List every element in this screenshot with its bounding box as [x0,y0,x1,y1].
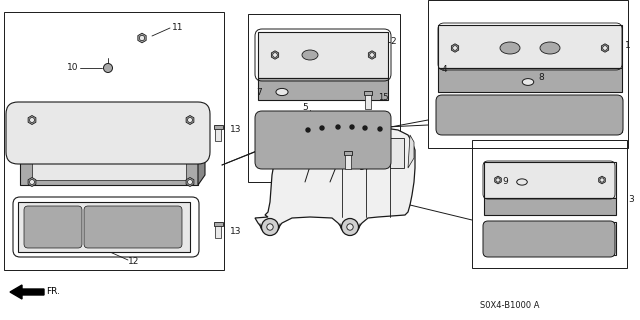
Polygon shape [32,152,186,180]
Ellipse shape [140,36,145,41]
Polygon shape [365,95,371,109]
FancyBboxPatch shape [483,221,615,257]
Circle shape [350,125,354,129]
Circle shape [306,128,310,132]
Bar [364,91,372,95]
Text: FR.: FR. [46,287,60,297]
FancyBboxPatch shape [436,95,623,135]
Polygon shape [198,112,205,185]
Polygon shape [271,51,278,59]
Bar [428,0,628,148]
Bar [472,140,627,268]
Polygon shape [408,135,414,168]
Polygon shape [495,176,501,184]
Text: 4: 4 [442,66,447,75]
Polygon shape [484,222,616,255]
Polygon shape [258,78,388,100]
Text: 3: 3 [628,196,634,204]
Circle shape [336,125,340,129]
Text: 13: 13 [230,125,241,134]
Ellipse shape [188,180,193,184]
Polygon shape [258,32,388,78]
Polygon shape [451,44,459,52]
Ellipse shape [273,53,277,57]
FancyBboxPatch shape [6,102,210,164]
Circle shape [267,224,273,230]
Bar [4,12,224,270]
Polygon shape [138,33,146,43]
Circle shape [378,127,382,131]
Ellipse shape [540,42,560,54]
Polygon shape [484,162,616,198]
Polygon shape [369,51,376,59]
Bar [214,124,223,129]
Text: 13: 13 [230,228,241,236]
Circle shape [347,224,353,230]
Bar [214,221,223,226]
Polygon shape [215,226,221,238]
Circle shape [320,126,324,130]
FancyBboxPatch shape [255,111,391,169]
Ellipse shape [600,178,604,182]
Polygon shape [255,127,415,228]
Ellipse shape [302,50,318,60]
Text: 5: 5 [302,103,308,113]
FancyBboxPatch shape [24,206,82,248]
Ellipse shape [276,88,288,96]
Ellipse shape [452,46,458,50]
Polygon shape [28,116,36,124]
Text: 11: 11 [172,23,184,33]
Text: 15: 15 [378,93,388,102]
Ellipse shape [29,180,35,184]
Polygon shape [18,202,190,252]
Polygon shape [186,178,194,187]
Text: 12: 12 [128,258,140,267]
Polygon shape [438,25,622,68]
Ellipse shape [370,53,374,57]
Polygon shape [438,68,622,92]
Text: 8: 8 [538,74,544,83]
Polygon shape [438,98,622,132]
Ellipse shape [104,63,113,73]
Text: S0X4-B1000 A: S0X4-B1000 A [480,301,540,310]
Polygon shape [484,198,616,215]
Bar [368,132,388,165]
Polygon shape [14,112,205,148]
Ellipse shape [500,42,520,54]
Polygon shape [215,129,221,141]
Text: 2: 2 [390,37,396,46]
Ellipse shape [603,46,607,50]
Polygon shape [28,178,36,187]
Polygon shape [598,176,605,184]
Ellipse shape [522,79,534,85]
Polygon shape [345,155,351,169]
Text: 10: 10 [67,63,78,73]
Text: 1: 1 [625,41,631,50]
Bar [320,132,342,162]
Polygon shape [282,132,318,160]
Text: 14: 14 [358,164,369,172]
Ellipse shape [188,117,193,123]
Bar [390,138,404,168]
Polygon shape [186,116,194,124]
Polygon shape [10,285,44,299]
Text: 9: 9 [502,178,508,187]
Polygon shape [20,148,198,185]
Text: 6: 6 [592,236,598,244]
Circle shape [363,126,367,130]
FancyBboxPatch shape [84,206,182,248]
Ellipse shape [516,179,527,185]
Circle shape [342,219,358,236]
Polygon shape [602,44,609,52]
Ellipse shape [29,117,35,123]
Polygon shape [258,115,388,165]
Circle shape [262,219,278,236]
Ellipse shape [496,178,500,182]
Bar [248,14,400,182]
Bar [344,132,366,163]
Text: 7: 7 [256,87,262,97]
Bar [344,151,352,155]
